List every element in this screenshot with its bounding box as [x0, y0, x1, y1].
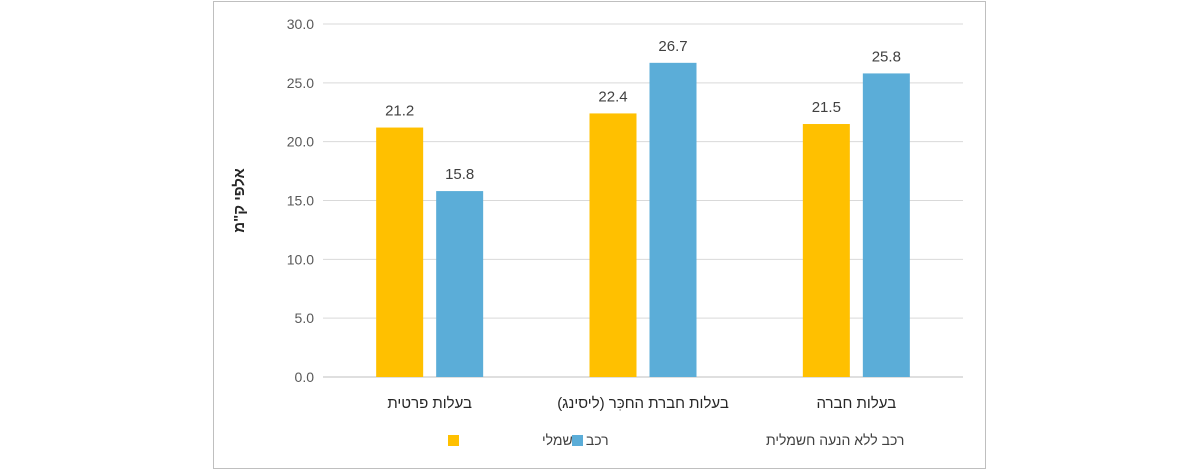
y-axis-title: אלפי ק"מ	[231, 168, 248, 233]
legend-swatch-non-electric	[572, 435, 583, 446]
bar-electric	[376, 127, 424, 378]
bar-chart: 0.0 5.0 10.0 15.0 20.0 25.0 30.0 אלפי ק"מ 21.2 15…	[231, 16, 963, 448]
y-tick-label: 0.0	[295, 369, 315, 385]
legend-label: רכב ללא הנעה חשמלית	[766, 432, 904, 448]
bar-non-electric	[436, 191, 484, 377]
data-label: 22.4	[598, 88, 627, 105]
y-tick-label: 25.0	[287, 75, 314, 91]
bar-electric	[589, 113, 637, 377]
bar-electric	[802, 124, 850, 378]
data-label: 25.8	[872, 48, 901, 65]
x-tick-label: בעלות חברת החכִּר (ליסינג)	[557, 395, 729, 412]
bar-non-electric	[649, 62, 697, 378]
legend-swatch-electric	[448, 435, 459, 446]
chart-frame: 0.0 5.0 10.0 15.0 20.0 25.0 30.0 אלפי ק"מ 21.2 15…	[213, 1, 986, 469]
y-tick-label: 10.0	[287, 251, 314, 267]
y-tick-label: 5.0	[295, 310, 315, 326]
data-label: 21.5	[812, 99, 841, 116]
y-tick-label: 15.0	[287, 193, 314, 209]
data-label: 26.7	[658, 38, 687, 55]
x-tick-label: בעלות חברה	[816, 395, 896, 412]
x-tick-label: בעלות פרטית	[387, 395, 472, 412]
data-label: 15.8	[445, 166, 474, 183]
y-tick-label: 30.0	[287, 16, 314, 32]
data-label: 21.2	[385, 103, 414, 120]
bar-non-electric	[862, 73, 910, 378]
y-tick-label: 20.0	[287, 134, 314, 150]
